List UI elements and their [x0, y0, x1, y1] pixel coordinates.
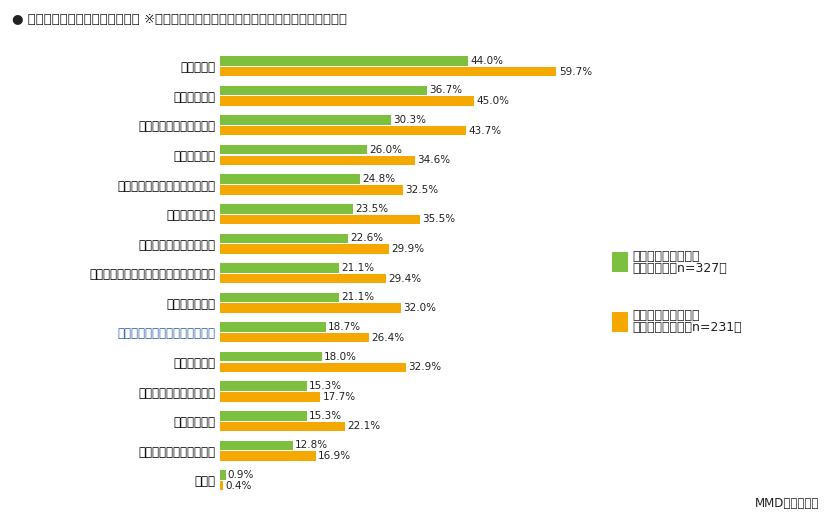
Bar — [220, 155, 415, 165]
Bar — [220, 422, 345, 431]
Bar — [220, 185, 404, 195]
Text: 15.3%: 15.3% — [309, 411, 342, 421]
Text: 現在利用者（n=327）: 現在利用者（n=327） — [632, 262, 727, 275]
Text: 12.8%: 12.8% — [295, 440, 328, 450]
Bar — [220, 86, 427, 95]
Text: 21.1%: 21.1% — [341, 293, 374, 303]
Bar — [220, 145, 367, 154]
Bar — [220, 304, 400, 313]
Text: 59.7%: 59.7% — [559, 66, 592, 77]
Text: 0.4%: 0.4% — [225, 481, 251, 491]
Text: 22.1%: 22.1% — [347, 422, 380, 431]
Text: 26.4%: 26.4% — [371, 333, 404, 343]
Bar — [220, 204, 353, 213]
Bar — [220, 214, 420, 224]
Bar — [220, 481, 223, 491]
Text: 44.0%: 44.0% — [470, 56, 503, 66]
Text: 34.6%: 34.6% — [418, 155, 451, 165]
Text: 21.1%: 21.1% — [341, 263, 374, 273]
Text: 29.4%: 29.4% — [389, 274, 421, 283]
Bar — [220, 263, 339, 272]
Bar — [220, 175, 360, 184]
Text: 26.0%: 26.0% — [369, 145, 402, 154]
Text: MMD研究所調べ: MMD研究所調べ — [755, 497, 820, 510]
Bar — [220, 322, 326, 332]
Bar — [220, 116, 391, 125]
Text: 17.7%: 17.7% — [322, 392, 355, 402]
Bar — [220, 451, 315, 461]
Bar — [220, 274, 386, 283]
Text: 22.6%: 22.6% — [350, 233, 383, 243]
Text: 30.3%: 30.3% — [394, 115, 426, 125]
Bar — [220, 67, 557, 76]
Bar — [220, 96, 473, 106]
Text: 45.0%: 45.0% — [476, 96, 509, 106]
Bar — [220, 293, 339, 302]
Text: 32.0%: 32.0% — [403, 303, 436, 313]
Text: 24.8%: 24.8% — [362, 174, 395, 184]
Bar — [220, 411, 306, 421]
Bar — [220, 381, 306, 391]
Bar — [220, 56, 468, 66]
Bar — [220, 126, 467, 135]
Text: 18.7%: 18.7% — [328, 322, 361, 332]
Text: 検討者・興味者（n=231）: 検討者・興味者（n=231） — [632, 321, 742, 335]
Bar — [220, 363, 406, 372]
Text: 29.9%: 29.9% — [391, 244, 424, 254]
Text: 15.3%: 15.3% — [309, 381, 342, 391]
Text: 36.7%: 36.7% — [429, 85, 463, 95]
Bar — [220, 333, 369, 342]
Text: ネット注文食材宅配: ネット注文食材宅配 — [632, 250, 700, 263]
Text: 18.0%: 18.0% — [324, 352, 357, 362]
Bar — [220, 470, 225, 480]
Text: ● 食材宅配サービスに求めること ※ネット注文食材宅配の現在利用者、検討者・興味者別: ● 食材宅配サービスに求めること ※ネット注文食材宅配の現在利用者、検討者・興味… — [12, 13, 348, 26]
Bar — [220, 352, 322, 362]
Text: 0.9%: 0.9% — [228, 470, 254, 480]
Text: 35.5%: 35.5% — [423, 214, 456, 224]
Text: 43.7%: 43.7% — [468, 126, 502, 136]
Text: 23.5%: 23.5% — [355, 204, 388, 214]
Text: 32.5%: 32.5% — [406, 185, 438, 195]
Bar — [220, 441, 293, 450]
Bar — [220, 392, 320, 401]
Text: ネット注文食材宅配: ネット注文食材宅配 — [632, 309, 700, 323]
Text: 32.9%: 32.9% — [408, 362, 441, 372]
Text: 16.9%: 16.9% — [318, 451, 351, 461]
Bar — [220, 234, 348, 243]
Bar — [220, 244, 389, 254]
